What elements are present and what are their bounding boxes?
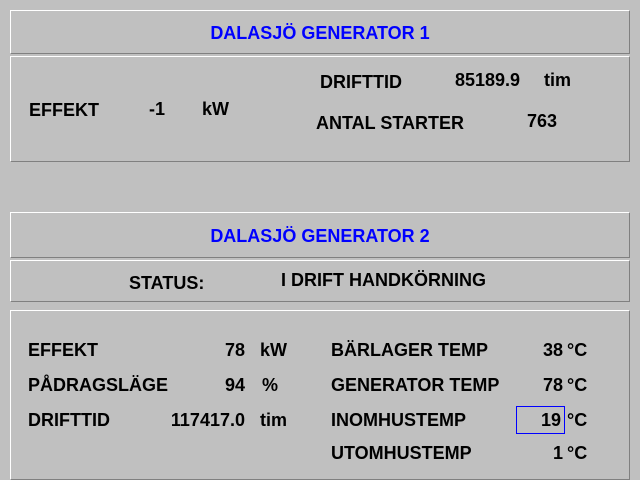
gen2-generator-temp-unit: °C	[567, 375, 588, 395]
gen2-title: DALASJÖ GENERATOR 2	[210, 226, 430, 246]
gen1-drifttid-label: DRIFTTID	[320, 72, 402, 92]
gen1-title-panel: DALASJÖ GENERATOR 1	[10, 10, 630, 54]
gen2-barlager-temp-label: BÄRLAGER TEMP	[331, 340, 488, 360]
gen2-status-value: I DRIFT HANDKÖRNING	[281, 270, 486, 290]
gen2-utomhus-temp-label: UTOMHUSTEMP	[331, 443, 472, 463]
gen2-data-panel: EFFEKT 78 kW PÅDRAGSLÄGE 94 % DRIFTTID 1…	[10, 310, 630, 480]
gen2-inomhus-temp-field[interactable]: 19	[516, 406, 565, 434]
gen2-barlager-temp-unit: °C	[567, 340, 588, 360]
gen2-status-label: STATUS:	[129, 273, 205, 293]
gen1-drifttid-value: 85189.9	[455, 70, 521, 90]
gen2-effekt-unit: kW	[260, 340, 287, 360]
gen1-title: DALASJÖ GENERATOR 1	[210, 23, 430, 43]
gen2-drifttid-label: DRIFTTID	[28, 410, 110, 430]
gen1-effekt-value: -1	[149, 99, 166, 119]
gen2-inomhus-temp-value: 19	[540, 410, 561, 430]
gen2-drifttid-unit: tim	[260, 410, 287, 430]
gen2-drifttid-value: 117417.0	[170, 410, 245, 430]
gen1-effekt-unit: kW	[202, 99, 229, 119]
gen2-effekt-value: 78	[224, 340, 245, 360]
gen1-effekt-label: EFFEKT	[29, 100, 99, 120]
gen1-antal-starter-value: 763	[527, 111, 558, 131]
gen2-utomhus-temp-value: 1	[552, 443, 563, 463]
gen2-barlager-temp-value: 38	[542, 340, 563, 360]
gen2-utomhus-temp-unit: °C	[567, 443, 588, 463]
gen2-status-panel: STATUS: I DRIFT HANDKÖRNING	[10, 260, 630, 302]
gen2-effekt-label: EFFEKT	[28, 340, 98, 360]
gen2-generator-temp-value: 78	[542, 375, 563, 395]
gen1-antal-starter-label: ANTAL STARTER	[316, 113, 464, 133]
gen2-inomhus-temp-unit: °C	[567, 410, 588, 430]
gen2-padragslage-label: PÅDRAGSLÄGE	[28, 375, 169, 395]
gen2-padragslage-value: 94	[224, 375, 245, 395]
gen1-drifttid-unit: tim	[544, 70, 571, 90]
gen1-data-panel: EFFEKT -1 kW DRIFTTID 85189.9 tim ANTAL …	[10, 56, 630, 162]
gen2-generator-temp-label: GENERATOR TEMP	[331, 375, 500, 395]
gen2-inomhus-temp-label: INOMHUSTEMP	[331, 410, 466, 430]
gen2-title-panel: DALASJÖ GENERATOR 2	[10, 212, 630, 258]
gen2-padragslage-unit: %	[262, 375, 279, 395]
